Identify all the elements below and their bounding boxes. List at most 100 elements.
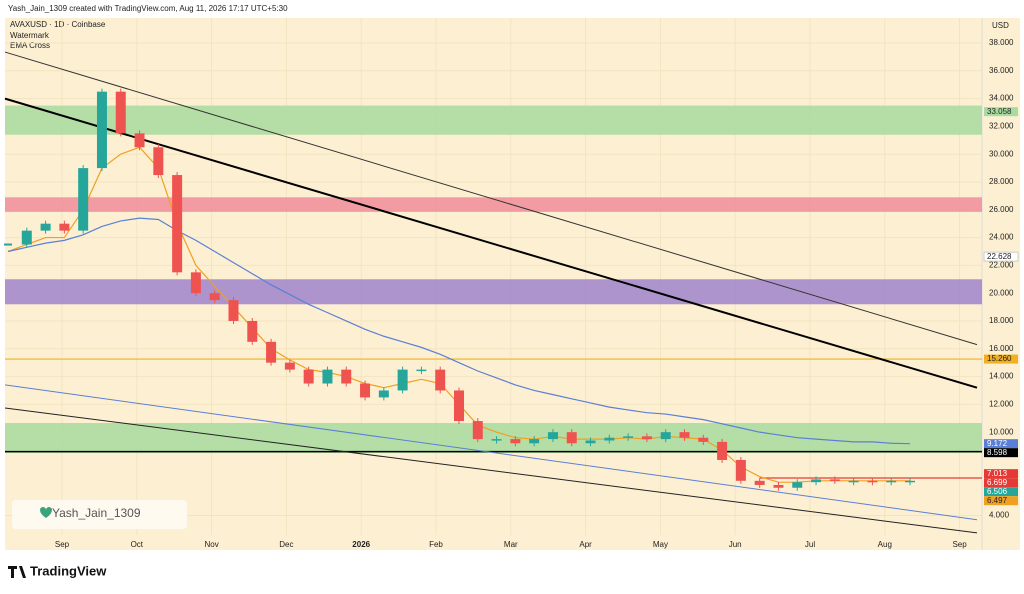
- candle: [172, 175, 183, 273]
- candle: [867, 480, 878, 483]
- price-badge: [984, 439, 1018, 449]
- x-tick-label: Nov: [204, 540, 218, 549]
- candle: [360, 383, 371, 398]
- candle: [717, 441, 728, 460]
- ema-line: [7, 217, 911, 445]
- header: Yash_Jain_1309 created with TradingView.…: [8, 4, 288, 13]
- footer-logo: TradingView: [30, 563, 107, 578]
- candle: [848, 480, 859, 483]
- y-tick-label: 30.000: [989, 149, 1014, 158]
- candle: [341, 369, 352, 384]
- x-tick-label: Sep: [55, 540, 70, 549]
- heart-icon: [40, 507, 52, 518]
- candle: [510, 439, 521, 444]
- candle: [247, 320, 258, 342]
- candle: [623, 436, 634, 438]
- x-tick-label: Sep: [952, 540, 967, 549]
- price-badge: [984, 354, 1018, 364]
- y-tick-label: 18.000: [989, 316, 1014, 325]
- candle: [397, 369, 408, 391]
- symbol: AVAXUSD · 1D · Coinbase: [10, 20, 106, 29]
- candle: [829, 479, 840, 481]
- candle: [134, 133, 145, 148]
- candle: [641, 436, 652, 440]
- candle: [190, 272, 201, 294]
- candle: [905, 480, 915, 483]
- price-badge: [984, 469, 1018, 479]
- zone: [5, 197, 982, 212]
- price-label: 9.172: [987, 439, 1008, 448]
- candle: [754, 480, 765, 485]
- y-tick-label: 38.000: [989, 38, 1014, 47]
- price-label: 15.260: [987, 354, 1012, 363]
- candle: [284, 362, 295, 370]
- candle: [228, 300, 239, 321]
- x-tick-label: Apr: [579, 540, 592, 549]
- indicator: Watermark: [10, 31, 50, 40]
- candle: [660, 432, 671, 440]
- x-tick-label: Dec: [279, 540, 293, 549]
- price-badge: [984, 448, 1018, 458]
- candle: [792, 482, 803, 488]
- logo-icon: [8, 566, 26, 578]
- candle: [773, 484, 784, 488]
- y-tick-label: 10.000: [989, 427, 1014, 436]
- candle: [604, 437, 615, 441]
- y-tick-label: 12.000: [989, 399, 1014, 408]
- candle: [21, 230, 32, 245]
- price-label: 8.598: [987, 448, 1008, 457]
- watermark-box: [12, 500, 187, 529]
- candle: [378, 390, 389, 398]
- price-label: 33.058: [987, 107, 1012, 116]
- price-label: 6.497: [987, 496, 1008, 505]
- candle: [153, 147, 164, 176]
- x-tick-label: 2026: [352, 540, 370, 549]
- candle: [78, 168, 89, 231]
- candle: [454, 390, 464, 422]
- price-label: 6.506: [987, 487, 1008, 496]
- y-tick-label: 36.000: [989, 66, 1014, 75]
- candle: [96, 91, 107, 169]
- candle: [886, 480, 897, 483]
- x-tick-label: Aug: [878, 540, 892, 549]
- y-tick-label: 4.000: [989, 511, 1010, 520]
- candle: [529, 439, 540, 444]
- currency: USD: [992, 21, 1009, 30]
- candle: [679, 432, 690, 438]
- price-badge: [983, 251, 1019, 262]
- y-tick-label: 24.000: [989, 233, 1014, 242]
- candle: [585, 440, 596, 444]
- trendline: [4, 51, 978, 346]
- trendline: [4, 384, 978, 521]
- watermark: Yash_Jain_1309: [52, 506, 141, 520]
- candle: [472, 421, 483, 440]
- x-tick-label: Jul: [805, 540, 815, 549]
- y-tick-label: 22.000: [989, 260, 1014, 269]
- zone: [5, 279, 982, 305]
- x-tick-label: Mar: [504, 540, 518, 549]
- trendline: [4, 97, 978, 389]
- y-tick-label: 20.000: [989, 288, 1014, 297]
- candle: [40, 223, 51, 231]
- y-tick-label: 28.000: [989, 177, 1014, 186]
- candle: [491, 439, 502, 441]
- y-tick-label: 16.000: [989, 344, 1014, 353]
- candle: [322, 369, 333, 384]
- candle: [59, 223, 70, 231]
- price-badge: [984, 107, 1018, 117]
- price-badge: [984, 478, 1018, 488]
- candle: [416, 369, 427, 372]
- trendline: [4, 407, 978, 534]
- candle: [435, 369, 446, 391]
- candle: [698, 437, 709, 442]
- candle: [266, 341, 277, 363]
- price-label: 6.699: [987, 478, 1008, 487]
- y-tick-label: 26.000: [989, 205, 1014, 214]
- price-badge: [984, 487, 1018, 497]
- y-tick-label: 34.000: [989, 94, 1014, 103]
- x-tick-label: Jun: [729, 540, 742, 549]
- candle: [566, 432, 577, 444]
- zone: [5, 422, 982, 454]
- candle: [547, 432, 558, 440]
